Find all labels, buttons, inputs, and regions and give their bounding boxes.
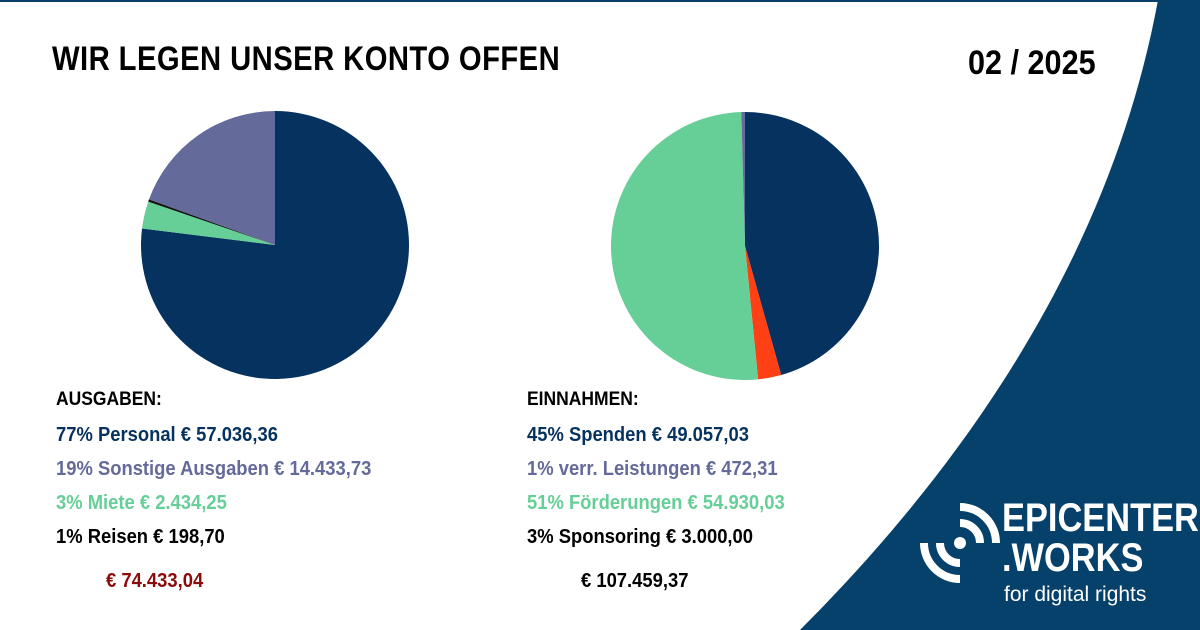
einnahmen-line-sponsoring: 3% Sponsoring € 3.000,00 [527,526,754,548]
ausgaben-slice-reisen [148,199,275,245]
einnahmen-slice-verr-leistungen [741,112,745,246]
ausgaben-line-sonstige: 19% Sonstige Ausgaben € 14.433,73 [56,458,372,480]
einnahmen-legend: EINNAHMEN: 45% Spenden € 49.057,03 1% ve… [527,388,807,554]
ausgaben-pie-chart [141,111,409,379]
ausgaben-slice-miete [142,201,275,245]
ausgaben-total: € 74.433,04 [106,570,204,592]
ausgaben-legend: AUSGABEN: 77% Personal € 57.036,36 19% S… [56,388,399,554]
einnahmen-slice-f-rderungen [610,112,759,381]
einnahmen-heading: EINNAHMEN: [527,389,639,410]
logo-line-1: EPICENTER [1002,496,1199,540]
sidebar-swoosh [800,0,1200,630]
ausgaben-slice-sonstige-ausgaben [148,111,275,245]
logo-tagline: for digital rights [1004,583,1147,606]
ausgaben-line-reisen: 1% Reisen € 198,70 [56,526,225,548]
page-title: WIR LEGEN UNSER KONTO OFFEN [52,40,561,78]
period-label: 02 / 2025 [968,44,1096,82]
einnahmen-slice-sponsoring [745,246,782,380]
epicenter-works-logo: EPICENTER .WORKS for digital rights [920,497,1199,617]
logo-line-2: .WORKS [1002,536,1144,580]
ausgaben-line-personal: 77% Personal € 57.036,36 [56,424,278,446]
einnahmen-line-spenden: 45% Spenden € 49.057,03 [527,424,749,446]
einnahmen-line-leistungen: 1% verr. Leistungen € 472,31 [527,458,778,480]
ausgaben-line-miete: 3% Miete € 2.434,25 [56,492,227,514]
einnahmen-line-foerderungen: 51% Förderungen € 54.930,03 [527,492,785,514]
signal-waves-icon [920,503,1000,583]
einnahmen-slice-spenden [745,112,879,376]
einnahmen-pie-chart [610,112,879,381]
ausgaben-heading: AUSGABEN: [56,389,162,410]
einnahmen-total: € 107.459,37 [581,570,689,592]
